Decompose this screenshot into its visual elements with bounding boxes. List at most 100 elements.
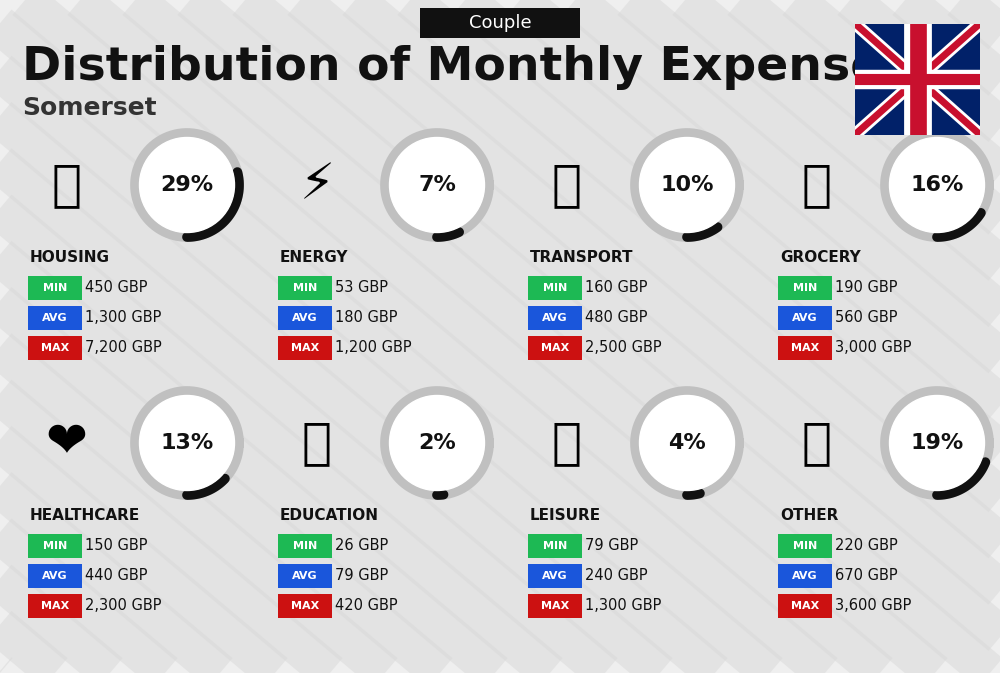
Text: 160 GBP: 160 GBP	[585, 281, 648, 295]
Text: AVG: AVG	[292, 313, 318, 323]
Text: AVG: AVG	[292, 571, 318, 581]
FancyBboxPatch shape	[278, 336, 332, 360]
Text: 2%: 2%	[418, 433, 456, 453]
Text: 13%: 13%	[160, 433, 214, 453]
Text: 79 GBP: 79 GBP	[585, 538, 638, 553]
FancyBboxPatch shape	[28, 564, 82, 588]
Text: TRANSPORT: TRANSPORT	[530, 250, 634, 266]
Text: 10%: 10%	[660, 175, 714, 195]
Text: MAX: MAX	[41, 601, 69, 611]
Text: GROCERY: GROCERY	[780, 250, 861, 266]
FancyBboxPatch shape	[528, 276, 582, 300]
FancyBboxPatch shape	[528, 534, 582, 558]
Text: MAX: MAX	[291, 343, 319, 353]
Text: 2,500 GBP: 2,500 GBP	[585, 341, 662, 355]
Circle shape	[140, 396, 234, 491]
Text: 450 GBP: 450 GBP	[85, 281, 148, 295]
Text: 29%: 29%	[160, 175, 214, 195]
FancyBboxPatch shape	[528, 306, 582, 330]
Text: HOUSING: HOUSING	[30, 250, 110, 266]
FancyBboxPatch shape	[528, 594, 582, 618]
FancyBboxPatch shape	[278, 594, 332, 618]
Text: OTHER: OTHER	[780, 509, 838, 524]
Text: 190 GBP: 190 GBP	[835, 281, 898, 295]
Text: MIN: MIN	[543, 283, 567, 293]
Text: AVG: AVG	[542, 571, 568, 581]
Circle shape	[390, 137, 484, 232]
Circle shape	[390, 396, 484, 491]
FancyBboxPatch shape	[528, 336, 582, 360]
Text: 560 GBP: 560 GBP	[835, 310, 898, 326]
Text: 180 GBP: 180 GBP	[335, 310, 398, 326]
Text: 220 GBP: 220 GBP	[835, 538, 898, 553]
FancyBboxPatch shape	[778, 594, 832, 618]
Text: MAX: MAX	[541, 343, 569, 353]
Circle shape	[140, 137, 234, 232]
Text: ⚡: ⚡	[299, 161, 335, 209]
FancyBboxPatch shape	[278, 276, 332, 300]
Text: AVG: AVG	[792, 571, 818, 581]
Text: EDUCATION: EDUCATION	[280, 509, 379, 524]
Text: 53 GBP: 53 GBP	[335, 281, 388, 295]
Text: 🎓: 🎓	[302, 419, 332, 467]
Text: AVG: AVG	[542, 313, 568, 323]
FancyBboxPatch shape	[778, 276, 832, 300]
FancyBboxPatch shape	[278, 306, 332, 330]
Text: MAX: MAX	[791, 343, 819, 353]
Text: 🛍️: 🛍️	[552, 419, 582, 467]
Circle shape	[640, 396, 734, 491]
Text: 1,200 GBP: 1,200 GBP	[335, 341, 412, 355]
Text: 240 GBP: 240 GBP	[585, 569, 648, 583]
Text: 480 GBP: 480 GBP	[585, 310, 648, 326]
FancyBboxPatch shape	[778, 306, 832, 330]
FancyBboxPatch shape	[28, 594, 82, 618]
Text: 1,300 GBP: 1,300 GBP	[585, 598, 661, 614]
Text: MIN: MIN	[543, 541, 567, 551]
FancyBboxPatch shape	[28, 276, 82, 300]
Text: 440 GBP: 440 GBP	[85, 569, 148, 583]
Text: MIN: MIN	[43, 541, 67, 551]
FancyBboxPatch shape	[778, 336, 832, 360]
Text: 670 GBP: 670 GBP	[835, 569, 898, 583]
Text: 2,300 GBP: 2,300 GBP	[85, 598, 162, 614]
Circle shape	[640, 137, 734, 232]
Text: MIN: MIN	[793, 283, 817, 293]
Text: 150 GBP: 150 GBP	[85, 538, 148, 553]
Text: Couple: Couple	[469, 14, 531, 32]
Text: MIN: MIN	[793, 541, 817, 551]
Text: 3,600 GBP: 3,600 GBP	[835, 598, 911, 614]
Text: 16%: 16%	[910, 175, 964, 195]
Text: 🏙: 🏙	[52, 161, 82, 209]
Text: 🛒: 🛒	[802, 161, 832, 209]
Text: AVG: AVG	[42, 571, 68, 581]
Text: 79 GBP: 79 GBP	[335, 569, 388, 583]
Text: MAX: MAX	[41, 343, 69, 353]
Text: MIN: MIN	[43, 283, 67, 293]
FancyBboxPatch shape	[278, 564, 332, 588]
Text: AVG: AVG	[792, 313, 818, 323]
Text: MIN: MIN	[293, 541, 317, 551]
Text: 4%: 4%	[668, 433, 706, 453]
FancyBboxPatch shape	[28, 534, 82, 558]
FancyBboxPatch shape	[420, 8, 580, 38]
Text: 26 GBP: 26 GBP	[335, 538, 388, 553]
Text: 19%: 19%	[910, 433, 964, 453]
FancyBboxPatch shape	[28, 306, 82, 330]
Circle shape	[890, 137, 984, 232]
Text: Distribution of Monthly Expenses: Distribution of Monthly Expenses	[22, 46, 910, 90]
Text: ENERGY: ENERGY	[280, 250, 349, 266]
Text: MAX: MAX	[291, 601, 319, 611]
Text: 420 GBP: 420 GBP	[335, 598, 398, 614]
FancyBboxPatch shape	[528, 564, 582, 588]
Text: HEALTHCARE: HEALTHCARE	[30, 509, 140, 524]
Text: MIN: MIN	[293, 283, 317, 293]
Text: 3,000 GBP: 3,000 GBP	[835, 341, 912, 355]
Text: Somerset: Somerset	[22, 96, 157, 120]
FancyBboxPatch shape	[28, 336, 82, 360]
Circle shape	[890, 396, 984, 491]
Text: 1,300 GBP: 1,300 GBP	[85, 310, 161, 326]
Text: 7%: 7%	[418, 175, 456, 195]
FancyBboxPatch shape	[778, 534, 832, 558]
FancyBboxPatch shape	[778, 564, 832, 588]
Text: LEISURE: LEISURE	[530, 509, 601, 524]
